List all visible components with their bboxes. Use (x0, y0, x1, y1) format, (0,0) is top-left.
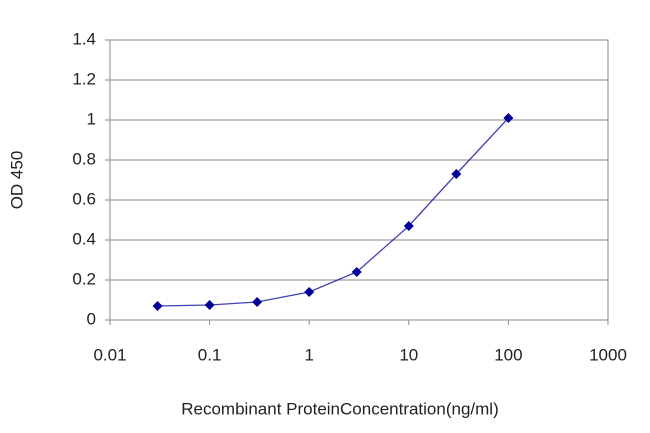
series-line (157, 117, 509, 307)
y-tick-label: 0.6 (72, 189, 96, 208)
x-tick-label: 1000 (589, 345, 627, 364)
y-tick-label: 1.4 (72, 29, 96, 48)
plot-frame (109, 39, 609, 321)
data-point (351, 267, 362, 277)
data-point (403, 221, 414, 231)
data-point (152, 301, 163, 311)
x-tick-label: 100 (494, 345, 522, 364)
y-tick-label: 0 (87, 309, 96, 328)
y-tick-label: 1.2 (72, 69, 96, 88)
y-axis-label: OD 450 (7, 151, 26, 210)
data-point (503, 113, 514, 123)
y-tick-label: 0.8 (72, 149, 96, 168)
x-tick-label: 10 (399, 345, 418, 364)
data-point (451, 169, 462, 179)
y-tick-label: 0.2 (72, 269, 96, 288)
x-axis-label: Recombinant ProteinConcentration(ng/ml) (181, 399, 499, 418)
x-tick-label: 0.1 (198, 345, 222, 364)
x-tick-label: 1 (304, 345, 313, 364)
y-tick-label: 1 (87, 109, 96, 128)
data-point (252, 297, 263, 307)
data-point (304, 287, 315, 297)
data-point (204, 300, 215, 310)
y-tick-label: 0.4 (72, 229, 96, 248)
x-tick-label: 0.01 (93, 345, 126, 364)
